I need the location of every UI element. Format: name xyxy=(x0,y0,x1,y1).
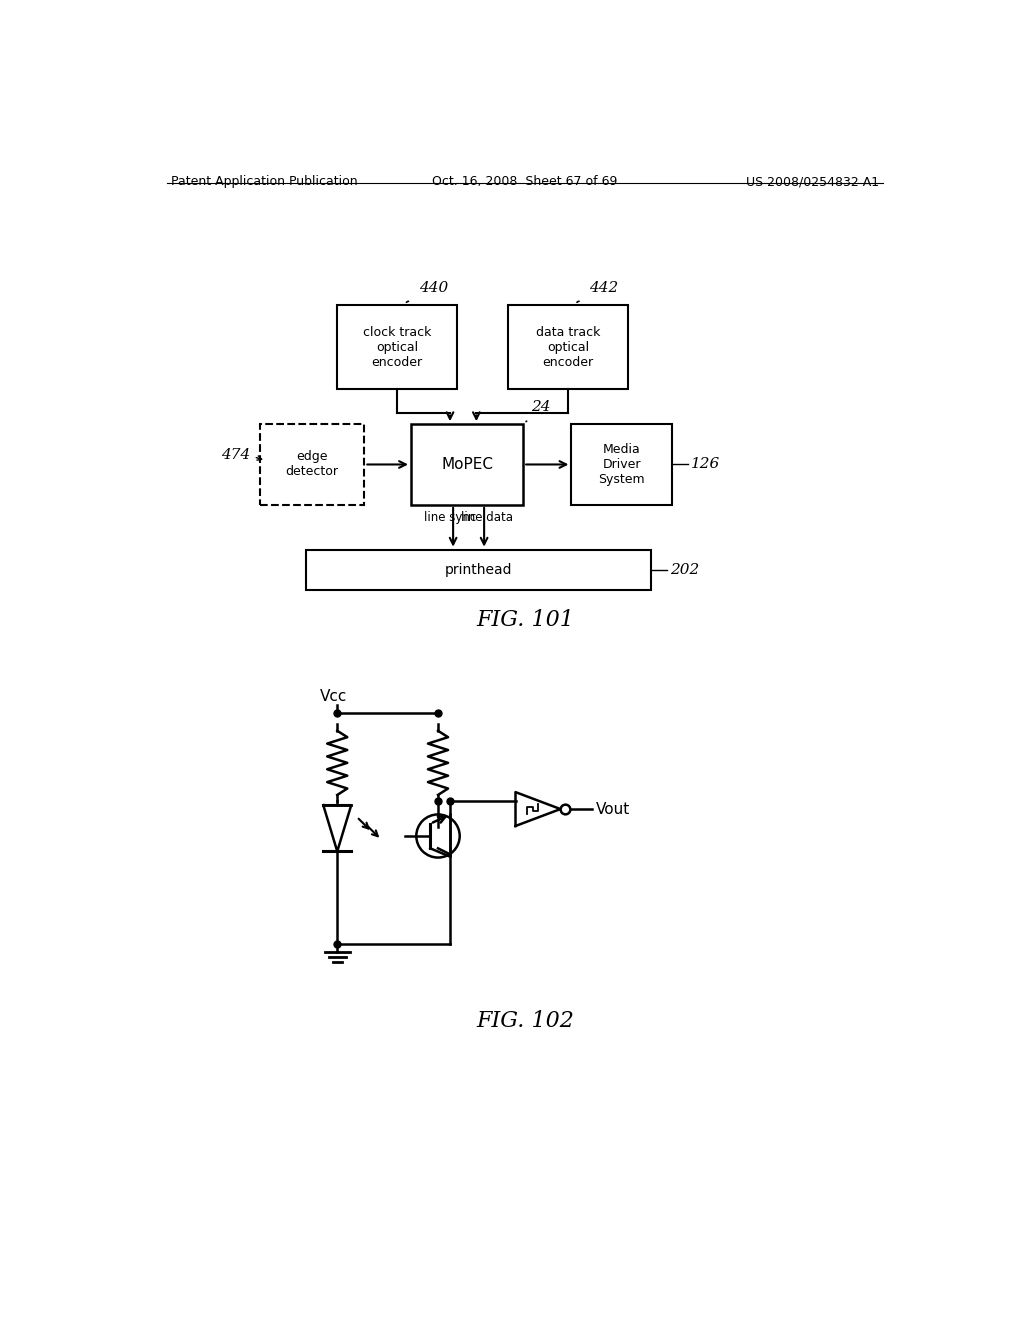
Text: 440: 440 xyxy=(419,281,449,294)
Text: line sync: line sync xyxy=(424,511,476,524)
Text: data track
optical
encoder: data track optical encoder xyxy=(536,326,600,368)
Text: FIG. 102: FIG. 102 xyxy=(476,1010,573,1032)
Text: Patent Application Publication: Patent Application Publication xyxy=(171,176,357,189)
Text: clock track
optical
encoder: clock track optical encoder xyxy=(364,326,431,368)
FancyBboxPatch shape xyxy=(508,305,628,389)
Text: Vcc: Vcc xyxy=(319,689,347,704)
Text: US 2008/0254832 A1: US 2008/0254832 A1 xyxy=(745,176,879,189)
Text: 126: 126 xyxy=(690,458,720,471)
Text: Media
Driver
System: Media Driver System xyxy=(598,444,645,486)
Text: edge
detector: edge detector xyxy=(286,450,339,478)
FancyBboxPatch shape xyxy=(337,305,458,389)
FancyBboxPatch shape xyxy=(306,549,651,590)
Text: 442: 442 xyxy=(590,281,618,294)
Text: MoPEC: MoPEC xyxy=(441,457,494,473)
Text: 474: 474 xyxy=(221,449,251,462)
Text: line data: line data xyxy=(461,511,513,524)
FancyBboxPatch shape xyxy=(571,424,672,506)
Text: Oct. 16, 2008  Sheet 67 of 69: Oct. 16, 2008 Sheet 67 of 69 xyxy=(432,176,617,189)
Text: FIG. 101: FIG. 101 xyxy=(476,610,573,631)
Text: Vout: Vout xyxy=(596,801,631,817)
Text: 24: 24 xyxy=(531,400,551,414)
Text: printhead: printhead xyxy=(445,562,512,577)
Text: 202: 202 xyxy=(670,562,699,577)
FancyBboxPatch shape xyxy=(260,424,365,506)
FancyBboxPatch shape xyxy=(411,424,523,506)
